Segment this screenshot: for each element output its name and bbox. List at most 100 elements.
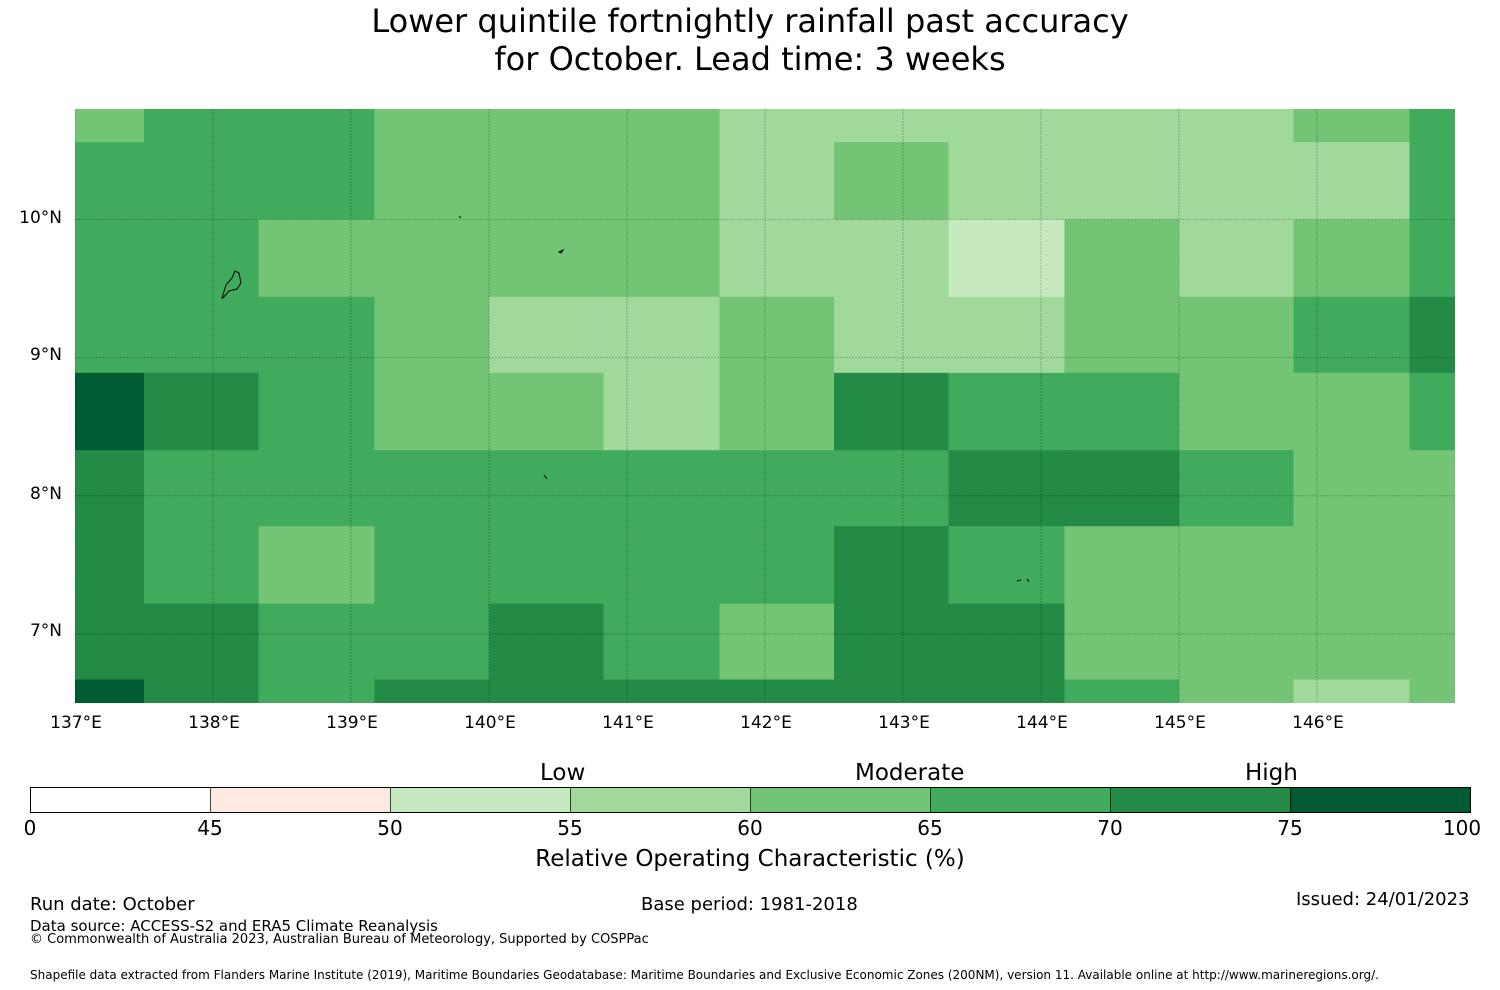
map-cell (603, 679, 721, 703)
colorbar-tick-label: 60 (737, 816, 763, 840)
map-cell (75, 372, 145, 451)
map-cell (75, 109, 145, 143)
map-cell (834, 679, 950, 703)
map-cell (374, 526, 490, 605)
issued-date: Issued: 24/01/2023 (1296, 889, 1470, 910)
map-cell (603, 603, 721, 681)
colorbar-axis-label: Relative Operating Characteristic (%) (535, 846, 965, 872)
map-cell (948, 526, 1066, 605)
map-cell (489, 372, 605, 451)
map-cell (1293, 679, 1411, 703)
map-cell (834, 450, 950, 527)
lat-tick-label: 10°N (19, 208, 62, 228)
lon-tick-label: 143°E (878, 713, 930, 733)
colorbar-swatch (1110, 787, 1291, 813)
map-cell (75, 450, 145, 527)
map-cell (144, 109, 260, 143)
map-cell (144, 603, 260, 681)
map-cell (948, 450, 1066, 527)
lat-tick-label: 8°N (29, 484, 62, 504)
lon-tick-label: 140°E (464, 713, 516, 733)
map-cell (1293, 603, 1411, 681)
map-cell (144, 679, 260, 703)
map-cell (1293, 296, 1411, 374)
map-cell (719, 526, 835, 605)
map-cell (719, 603, 835, 681)
colorbar-swatch (930, 787, 1111, 813)
lon-tick-label: 137°E (50, 713, 102, 733)
map-cell (1179, 450, 1295, 527)
colorbar-swatch (750, 787, 931, 813)
map-cell (1293, 109, 1411, 143)
map-cell (144, 142, 260, 221)
colorbar-tick-label: 50 (377, 816, 403, 840)
map-cell (603, 109, 721, 143)
map-cell (144, 219, 260, 298)
colorbar-swatch (390, 787, 571, 813)
map-cell (1064, 142, 1180, 221)
map-cell (374, 219, 490, 298)
map-cell (374, 109, 490, 143)
map-cell (1179, 142, 1295, 221)
map-cell (1293, 450, 1411, 527)
map-cell (834, 296, 950, 374)
rainfall-accuracy-map (75, 109, 1455, 703)
map-cell (1064, 109, 1180, 143)
colorbar-tick-label: 45 (197, 816, 223, 840)
map-cell (374, 296, 490, 374)
map-cell (489, 219, 605, 298)
colorbar-tick-label: 55 (557, 816, 583, 840)
map-cell (834, 372, 950, 451)
map-cell (1409, 603, 1455, 681)
title-line-2: for October. Lead time: 3 weeks (494, 40, 1006, 78)
island-outlines (221, 215, 1030, 583)
map-cell (1179, 219, 1295, 298)
lon-tick-label: 142°E (740, 713, 792, 733)
map-cell (489, 679, 605, 703)
colorbar-swatch (210, 787, 391, 813)
map-cell (834, 219, 950, 298)
map-cell (948, 679, 1066, 703)
map-cell (1409, 372, 1455, 451)
chart-title: Lower quintile fortnightly rainfall past… (0, 2, 1500, 78)
map-cell (1293, 526, 1411, 605)
map-cell (1064, 219, 1180, 298)
map-cell (489, 526, 605, 605)
map-cell (603, 296, 721, 374)
map-cell (258, 109, 376, 143)
colorbar-tick-label: 0 (23, 816, 37, 840)
map-cell (1409, 219, 1455, 298)
colorbar-swatch (30, 787, 211, 813)
colorbar-swatch (570, 787, 751, 813)
map-cell (258, 679, 376, 703)
map-cell (258, 526, 376, 605)
map-cell (834, 603, 950, 681)
colorbar (30, 787, 1471, 813)
map-cell (834, 526, 950, 605)
map-cell (75, 142, 145, 221)
map-cell (603, 219, 721, 298)
map-cell (374, 450, 490, 527)
map-cell (1409, 450, 1455, 527)
island-outline (1016, 579, 1022, 582)
map-cell (1293, 142, 1411, 221)
map-cell (489, 450, 605, 527)
island-outline (557, 248, 565, 254)
data-source: Data source: ACCESS-S2 and ERA5 Climate … (30, 917, 438, 935)
shapefile-attribution: Shapefile data extracted from Flanders M… (30, 968, 1379, 982)
map-cell (1064, 296, 1180, 374)
map-cell (1409, 109, 1455, 143)
base-period: Base period: 1981-2018 (641, 894, 858, 915)
lat-tick-label: 9°N (29, 345, 62, 365)
map-cell (258, 219, 376, 298)
lon-tick-label: 145°E (1154, 713, 1206, 733)
map-cell (1293, 372, 1411, 451)
map-cell (1409, 296, 1455, 374)
map-cell (258, 450, 376, 527)
map-cell (603, 372, 721, 451)
map-cell (75, 679, 145, 703)
map-cell (719, 142, 835, 221)
map-cell (374, 603, 490, 681)
map-cell (75, 219, 145, 298)
map-cell (75, 526, 145, 605)
